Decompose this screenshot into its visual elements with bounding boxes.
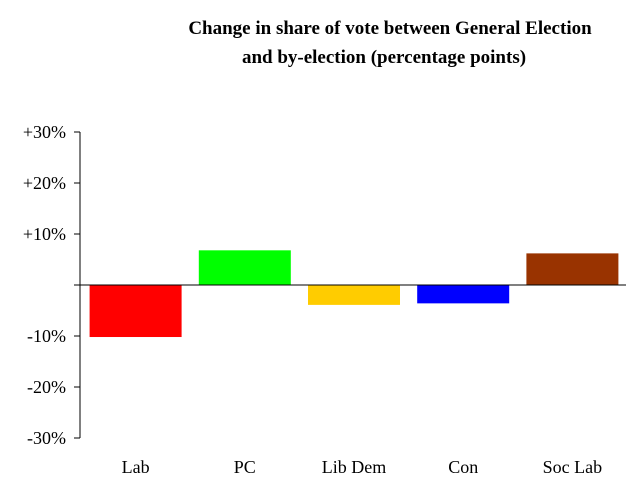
category-labels: Lab PC Lib Dem Con Soc Lab bbox=[122, 457, 603, 477]
y-tick-label: +20% bbox=[23, 173, 66, 193]
bar-con bbox=[417, 285, 510, 304]
category-label: Con bbox=[448, 457, 478, 477]
y-tick-label: +30% bbox=[23, 122, 66, 142]
y-tick-label: -30% bbox=[27, 428, 66, 448]
y-ticks: +30% +20% +10% -10% -20% -30% bbox=[23, 122, 80, 448]
bar-pc bbox=[198, 250, 291, 285]
category-label: Lab bbox=[122, 457, 150, 477]
bars-layer bbox=[89, 250, 619, 338]
chart-title: Change in share of vote between General … bbox=[188, 18, 592, 68]
plot-area: +30% +20% +10% -10% -20% -30% Lab PC Lib Dem Con… bbox=[23, 122, 626, 477]
chart-title-line-2: and by-election (percentage points) bbox=[242, 47, 526, 68]
chart-title-line-1: Change in share of vote between General … bbox=[188, 18, 592, 39]
bar-soc-lab bbox=[526, 253, 619, 285]
category-label: Soc Lab bbox=[543, 457, 602, 477]
y-tick-label: -20% bbox=[27, 377, 66, 397]
category-label: PC bbox=[234, 457, 256, 477]
y-tick-label: -10% bbox=[27, 326, 66, 346]
bar-lib-dem bbox=[308, 285, 400, 305]
y-tick-label: +10% bbox=[23, 224, 66, 244]
bar-lab bbox=[89, 285, 182, 338]
category-label: Lib Dem bbox=[322, 457, 387, 477]
